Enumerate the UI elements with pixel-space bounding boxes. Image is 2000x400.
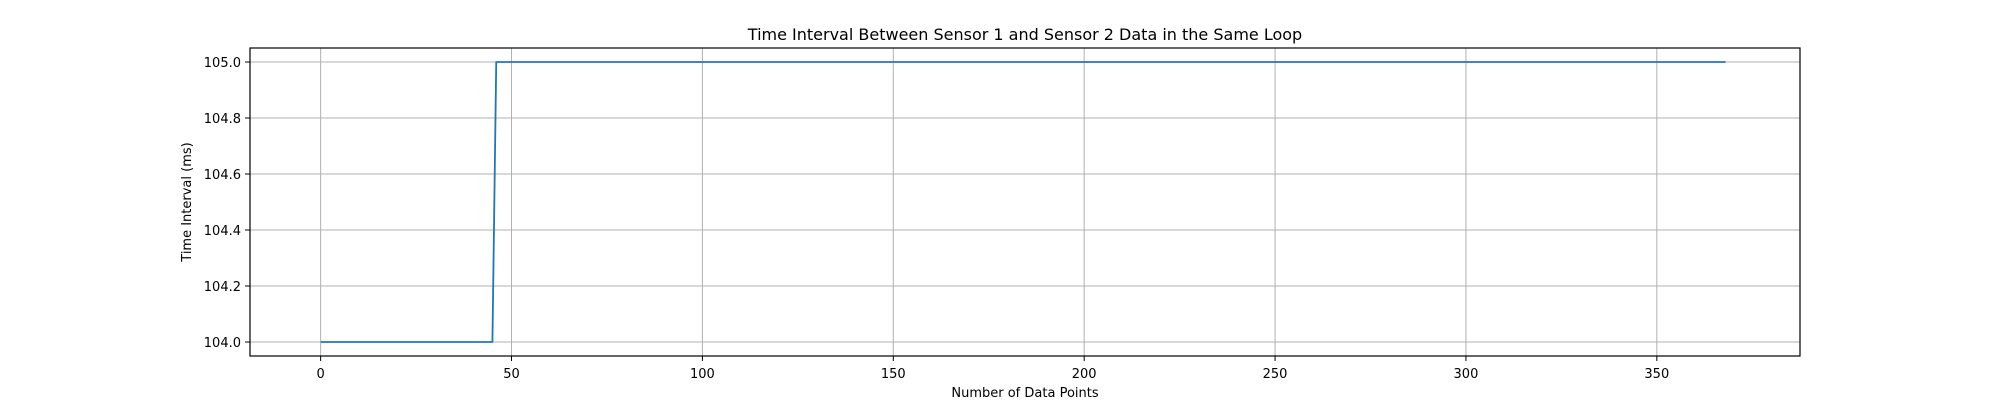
x-tick-label: 250 bbox=[1263, 367, 1288, 382]
grid-lines bbox=[250, 48, 1800, 356]
x-tick-label: 0 bbox=[316, 367, 324, 382]
axis-ticks: 0 50 100 150 200 250 300 350 104.0 104.2 104.4 104.… bbox=[204, 56, 1669, 382]
x-tick-label: 350 bbox=[1644, 367, 1669, 382]
series-layer bbox=[320, 61, 1726, 343]
y-tick-label: 104.2 bbox=[204, 280, 241, 295]
series-line bbox=[320, 61, 1726, 343]
y-tick-label: 104.4 bbox=[204, 224, 241, 239]
x-axis-label: Number of Data Points bbox=[951, 386, 1098, 400]
x-tick-label: 50 bbox=[503, 367, 520, 382]
y-tick-label: 105.0 bbox=[204, 56, 241, 71]
x-tick-label: 150 bbox=[881, 367, 906, 382]
chart-title: Time Interval Between Sensor 1 and Senso… bbox=[747, 25, 1302, 44]
x-tick-label: 300 bbox=[1454, 367, 1479, 382]
y-tick-label: 104.8 bbox=[204, 112, 241, 127]
y-axis-label: Time Interval (ms) bbox=[180, 142, 195, 262]
plot-frame bbox=[249, 47, 1801, 357]
y-tick-label: 104.0 bbox=[204, 336, 241, 351]
x-tick-label: 200 bbox=[1072, 367, 1097, 382]
y-tick-label: 104.6 bbox=[204, 168, 241, 183]
x-tick-label: 100 bbox=[690, 367, 715, 382]
